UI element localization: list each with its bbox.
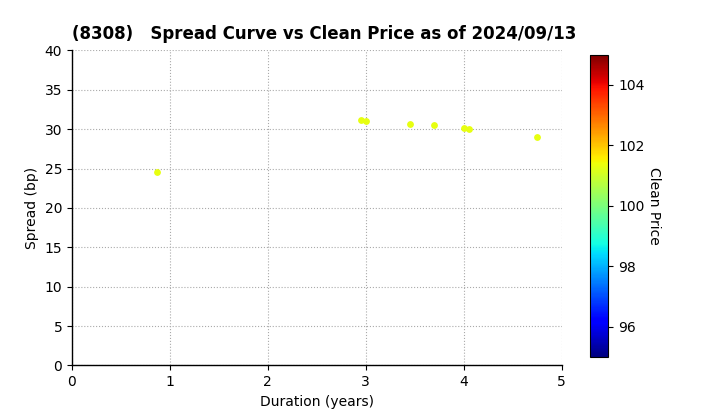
Point — [458, 124, 469, 131]
Y-axis label: Spread (bp): Spread (bp) — [25, 167, 39, 249]
Point — [428, 122, 440, 129]
Point — [355, 116, 366, 123]
Y-axis label: Clean Price: Clean Price — [647, 167, 661, 245]
Point — [463, 126, 474, 132]
Text: (8308)   Spread Curve vs Clean Price as of 2024/09/13: (8308) Spread Curve vs Clean Price as of… — [72, 25, 577, 43]
Point — [360, 118, 372, 125]
Point — [531, 134, 543, 140]
Point — [404, 120, 415, 127]
X-axis label: Duration (years): Duration (years) — [260, 395, 374, 409]
Point — [151, 169, 163, 176]
